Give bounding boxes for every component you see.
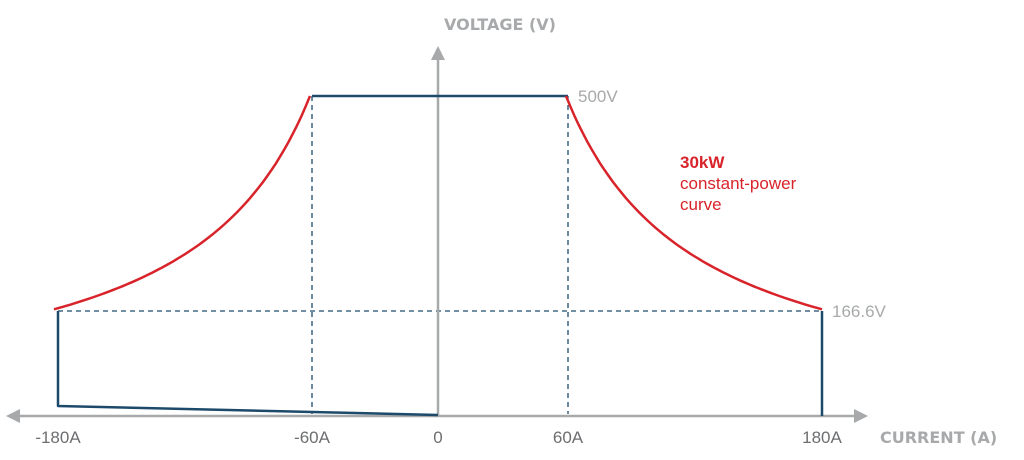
operating-envelope xyxy=(56,94,824,417)
voltage-label-166: 166.6V xyxy=(832,302,887,321)
x-axis-arrow-left xyxy=(6,409,20,423)
annotation-line-1: constant-power xyxy=(680,174,797,193)
envelope-left xyxy=(56,311,439,417)
tick-label-minus180: -180A xyxy=(35,428,81,447)
x-axis-title: CURRENT (A) xyxy=(880,428,997,447)
guide-lines xyxy=(58,96,822,414)
power-curve-right xyxy=(564,95,823,311)
axes xyxy=(18,58,862,418)
x-axis-arrow-right xyxy=(854,409,868,423)
constant-power-curves xyxy=(53,95,823,311)
tick-label-plus180: 180A xyxy=(802,428,842,447)
y-axis-arrow-up xyxy=(431,46,445,60)
tick-label-minus60: -60A xyxy=(294,428,331,447)
tick-label-zero: 0 xyxy=(433,428,442,447)
power-curve-left xyxy=(53,95,312,311)
annotation-line-2: curve xyxy=(680,195,722,214)
y-axis-title: VOLTAGE (V) xyxy=(444,15,556,34)
power-rating-label: 30kW xyxy=(680,153,725,172)
voltage-label-500: 500V xyxy=(578,87,618,106)
tick-label-plus60: 60A xyxy=(553,428,584,447)
